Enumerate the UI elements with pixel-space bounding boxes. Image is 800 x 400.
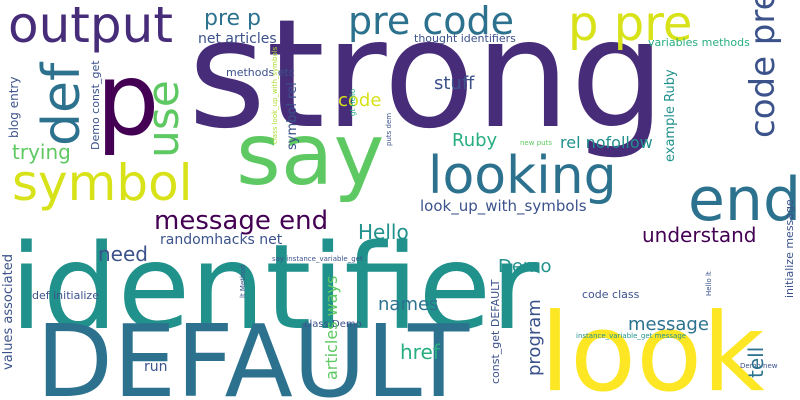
word-need: need (98, 244, 148, 264)
word-net-articles: net articles (198, 32, 277, 46)
word-ruby: Ruby (452, 132, 497, 150)
word-rel-nofollow: rel nofollow (560, 135, 653, 151)
word-href: href (400, 342, 440, 362)
word-looking: looking (428, 150, 617, 202)
word-def: def (36, 63, 88, 146)
word-demo-const-get: Demo const_get (90, 60, 101, 150)
word-example-ruby: example Ruby (664, 69, 677, 162)
word-gt-hello: gt Hello (350, 89, 357, 116)
word-stuff: stuff (434, 75, 474, 93)
word-names: names (378, 296, 438, 314)
word-randomhacks-net: randomhacks net (160, 233, 282, 247)
word-hello-lt: Hello lt (706, 271, 713, 296)
word-initialize-message: initialize message (784, 199, 795, 298)
word-understand: understand (642, 225, 756, 245)
word-hello: Hello (358, 222, 409, 242)
word-pre-p: pre p (204, 8, 261, 30)
word-values-associated: values associated (2, 254, 15, 370)
word-say: say (236, 112, 384, 198)
word-variables-methods: variables methods (648, 37, 750, 48)
word-class-look-up-with-symbols: class look_up_with_symbols (272, 47, 279, 144)
word-code: code (338, 92, 381, 110)
word-blog-entry: blog entry (8, 77, 20, 138)
word-symbol-rel: symbol rel (286, 82, 299, 150)
word-demo: Demo (498, 258, 551, 276)
word-const-get-default: const_get DEFAULT (490, 280, 501, 385)
word-use: use (142, 80, 186, 158)
word-tell: tell (746, 347, 766, 378)
word-new-puts: new puts (520, 140, 552, 147)
word-symbol: symbol (12, 158, 193, 208)
word-trying: trying (12, 142, 71, 162)
word-instance-variable-get-message: instance_variable_get message (576, 333, 686, 340)
word-lt-method: lt Method (240, 265, 247, 298)
word-methods-etc: methods etc (226, 67, 295, 78)
word-thought-identifiers: thought identifiers (414, 33, 516, 44)
word-def-initialize: def initialize (32, 290, 99, 301)
word-program: program (526, 299, 544, 376)
word-run: run (144, 360, 168, 374)
word-output: output (8, 0, 173, 50)
word-look-up-with-symbols: look_up_with_symbols (420, 199, 587, 214)
word-say-instance-variable-get: say instance_variable_get (272, 256, 363, 263)
word-puts-dem: puts dem (386, 113, 393, 146)
word-code-pre: code pre (746, 0, 780, 138)
word-code-class: code class (582, 289, 639, 300)
word-articles-ways: articles ways (324, 276, 340, 380)
word-message-end: message end (154, 208, 328, 234)
